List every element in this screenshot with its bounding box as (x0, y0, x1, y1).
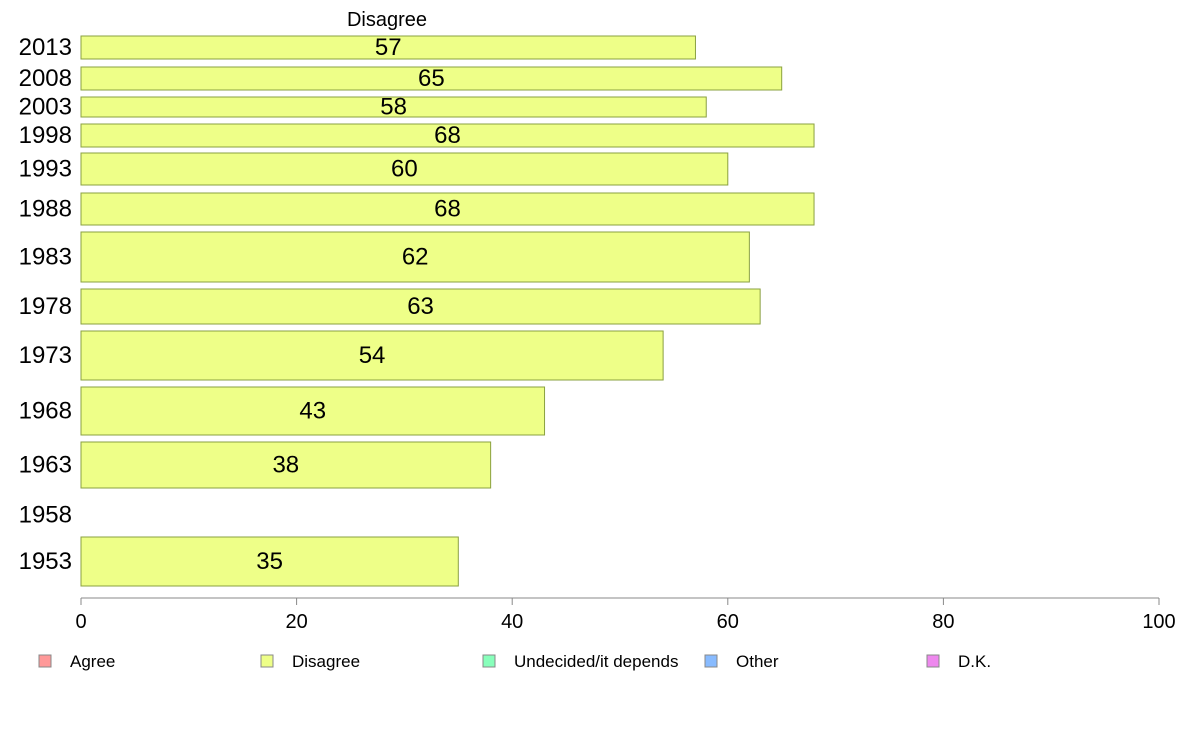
value-label-1993: 60 (391, 156, 418, 183)
y-tick-label-1963: 1963 (19, 452, 72, 479)
value-label-1988: 68 (434, 196, 461, 223)
value-label-1983: 62 (402, 244, 429, 271)
y-tick-label-1988: 1988 (19, 196, 72, 223)
legend-label-4: D.K. (958, 652, 991, 671)
bar-1953 (80, 536, 459, 587)
value-label-1978: 63 (407, 293, 434, 320)
value-label-2013: 57 (375, 34, 402, 61)
legend: Agree Disagree Undecided/it depends Other D.… (38, 652, 991, 671)
value-label-1968: 43 (299, 398, 326, 425)
bar-2008 (80, 66, 783, 91)
y-tick-label-1993: 1993 (19, 156, 72, 183)
y-tick-label-1978: 1978 (19, 293, 72, 320)
y-tick-label-2008: 2008 (19, 65, 72, 92)
y-tick-label-2013: 2013 (19, 34, 72, 61)
x-tick-label-60: 60 (717, 611, 739, 633)
bars-group: 2013 57 2008 65 2003 58 1998 68 1993 60 1988 68 1983… (19, 34, 815, 587)
legend-label-0: Agree (70, 652, 115, 671)
x-tick-label-80: 80 (932, 611, 954, 633)
y-tick-label-1983: 1983 (19, 244, 72, 271)
bar-1963 (80, 441, 492, 489)
y-tick-label-1968: 1968 (19, 398, 72, 425)
bar-1998 (80, 123, 815, 148)
value-label-1963: 38 (272, 452, 299, 479)
y-tick-label-1973: 1973 (19, 342, 72, 369)
x-tick-label-20: 20 (285, 611, 307, 633)
y-tick-label-2003: 2003 (19, 94, 72, 121)
bar-2003 (80, 96, 707, 118)
legend-swatch-2 (482, 654, 496, 668)
legend-label-3: Other (736, 652, 779, 671)
bar-1993 (80, 152, 729, 186)
y-tick-label-1953: 1953 (19, 548, 72, 575)
legend-label-1: Disagree (292, 652, 360, 671)
bar-1978 (80, 288, 761, 325)
value-label-2003: 58 (380, 94, 407, 121)
value-label-1973: 54 (359, 342, 386, 369)
bar-2013 (80, 35, 696, 60)
x-tick-label-100: 100 (1142, 611, 1175, 633)
series-title: Disagree (347, 9, 427, 31)
x-tick-label-0: 0 (75, 611, 86, 633)
bar-1988 (80, 192, 815, 226)
y-tick-label-1998: 1998 (19, 122, 72, 149)
bar-1968 (80, 386, 546, 436)
x-axis: 0 20 40 60 80 100 (75, 597, 1176, 633)
value-label-1998: 68 (434, 122, 461, 149)
value-label-2008: 65 (418, 65, 445, 92)
value-label-1953: 35 (256, 548, 283, 575)
bar-1983 (80, 231, 750, 283)
legend-swatch-1 (260, 654, 274, 668)
legend-swatch-4 (926, 654, 940, 668)
y-tick-label-1958: 1958 (19, 502, 72, 529)
legend-swatch-0 (38, 654, 52, 668)
bar-1973 (80, 330, 664, 381)
legend-label-2: Undecided/it depends (514, 652, 678, 671)
legend-swatch-3 (704, 654, 718, 668)
x-tick-label-40: 40 (501, 611, 523, 633)
